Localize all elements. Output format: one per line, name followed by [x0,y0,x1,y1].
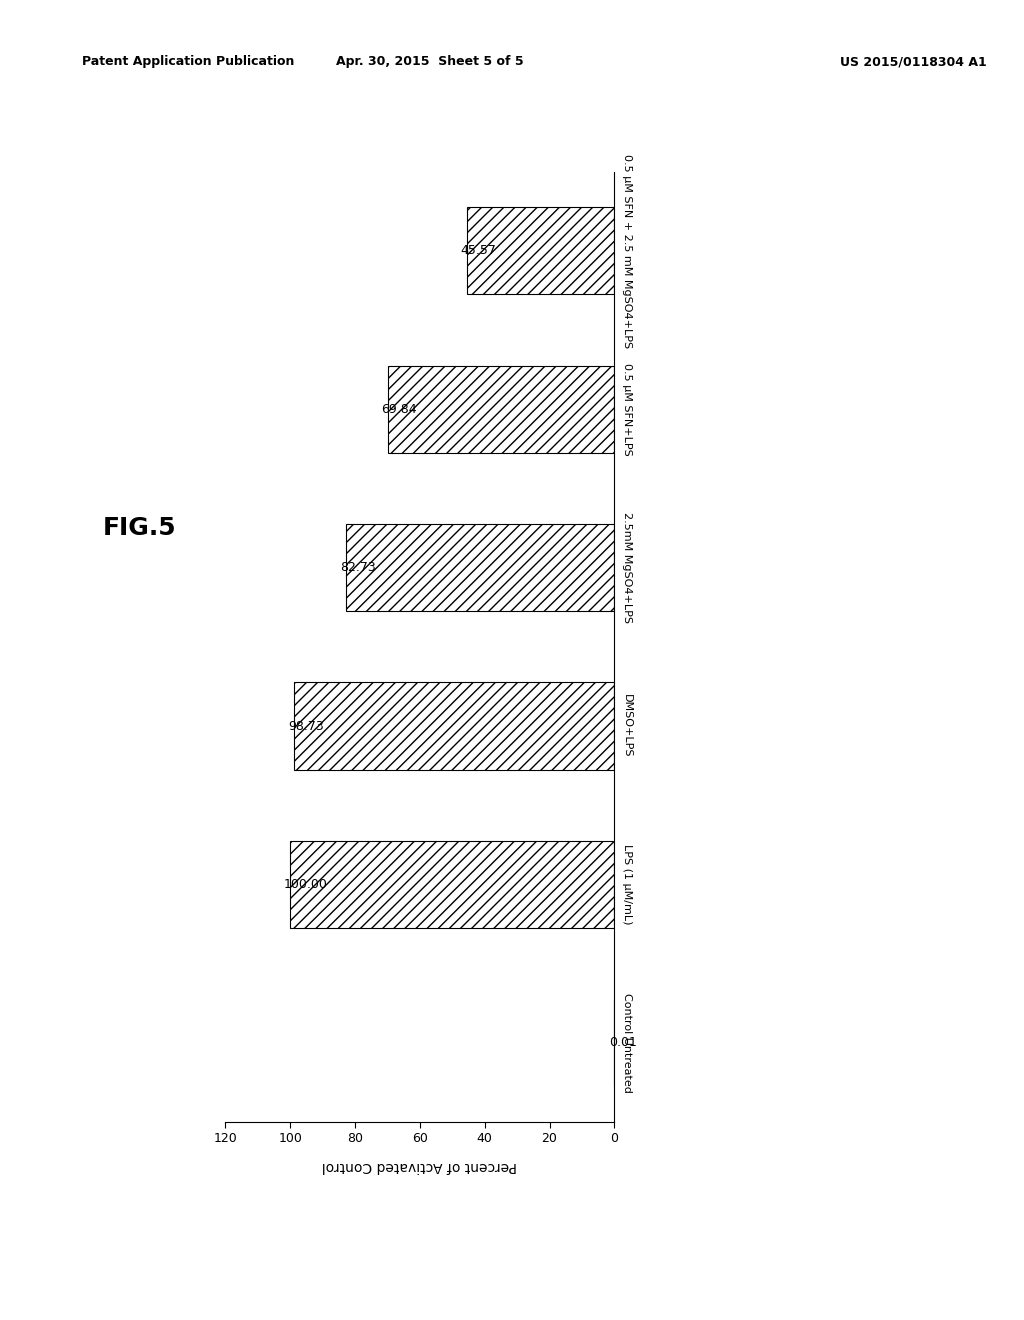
Text: 100.00: 100.00 [284,878,328,891]
Text: 0.5 μM SFN+LPS: 0.5 μM SFN+LPS [623,363,632,455]
X-axis label: Percent of Activated Control: Percent of Activated Control [323,1159,517,1173]
Text: Control Untreated: Control Untreated [623,993,632,1093]
Text: 0.5 μM SFN + 2.5 mM MgSO4+LPS: 0.5 μM SFN + 2.5 mM MgSO4+LPS [623,153,632,348]
Bar [346,524,614,611]
Text: US 2015/0118304 A1: US 2015/0118304 A1 [840,55,986,69]
Text: Apr. 30, 2015  Sheet 5 of 5: Apr. 30, 2015 Sheet 5 of 5 [336,55,524,69]
Text: 2.5mM MgSO4+LPS: 2.5mM MgSO4+LPS [623,512,632,623]
Bar [290,841,614,928]
Text: 0.01: 0.01 [609,1036,637,1049]
Bar [388,366,614,453]
Text: 45.57: 45.57 [460,244,496,257]
Text: LPS (1 μM/mL): LPS (1 μM/mL) [623,845,632,924]
Text: Patent Application Publication: Patent Application Publication [82,55,294,69]
Text: 69.84: 69.84 [382,403,417,416]
Bar [294,682,614,770]
Text: FIG.5: FIG.5 [102,516,176,540]
Text: DMSO+LPS: DMSO+LPS [623,694,632,758]
Bar [467,207,614,294]
Text: 82.73: 82.73 [340,561,376,574]
Text: 98.73: 98.73 [288,719,324,733]
